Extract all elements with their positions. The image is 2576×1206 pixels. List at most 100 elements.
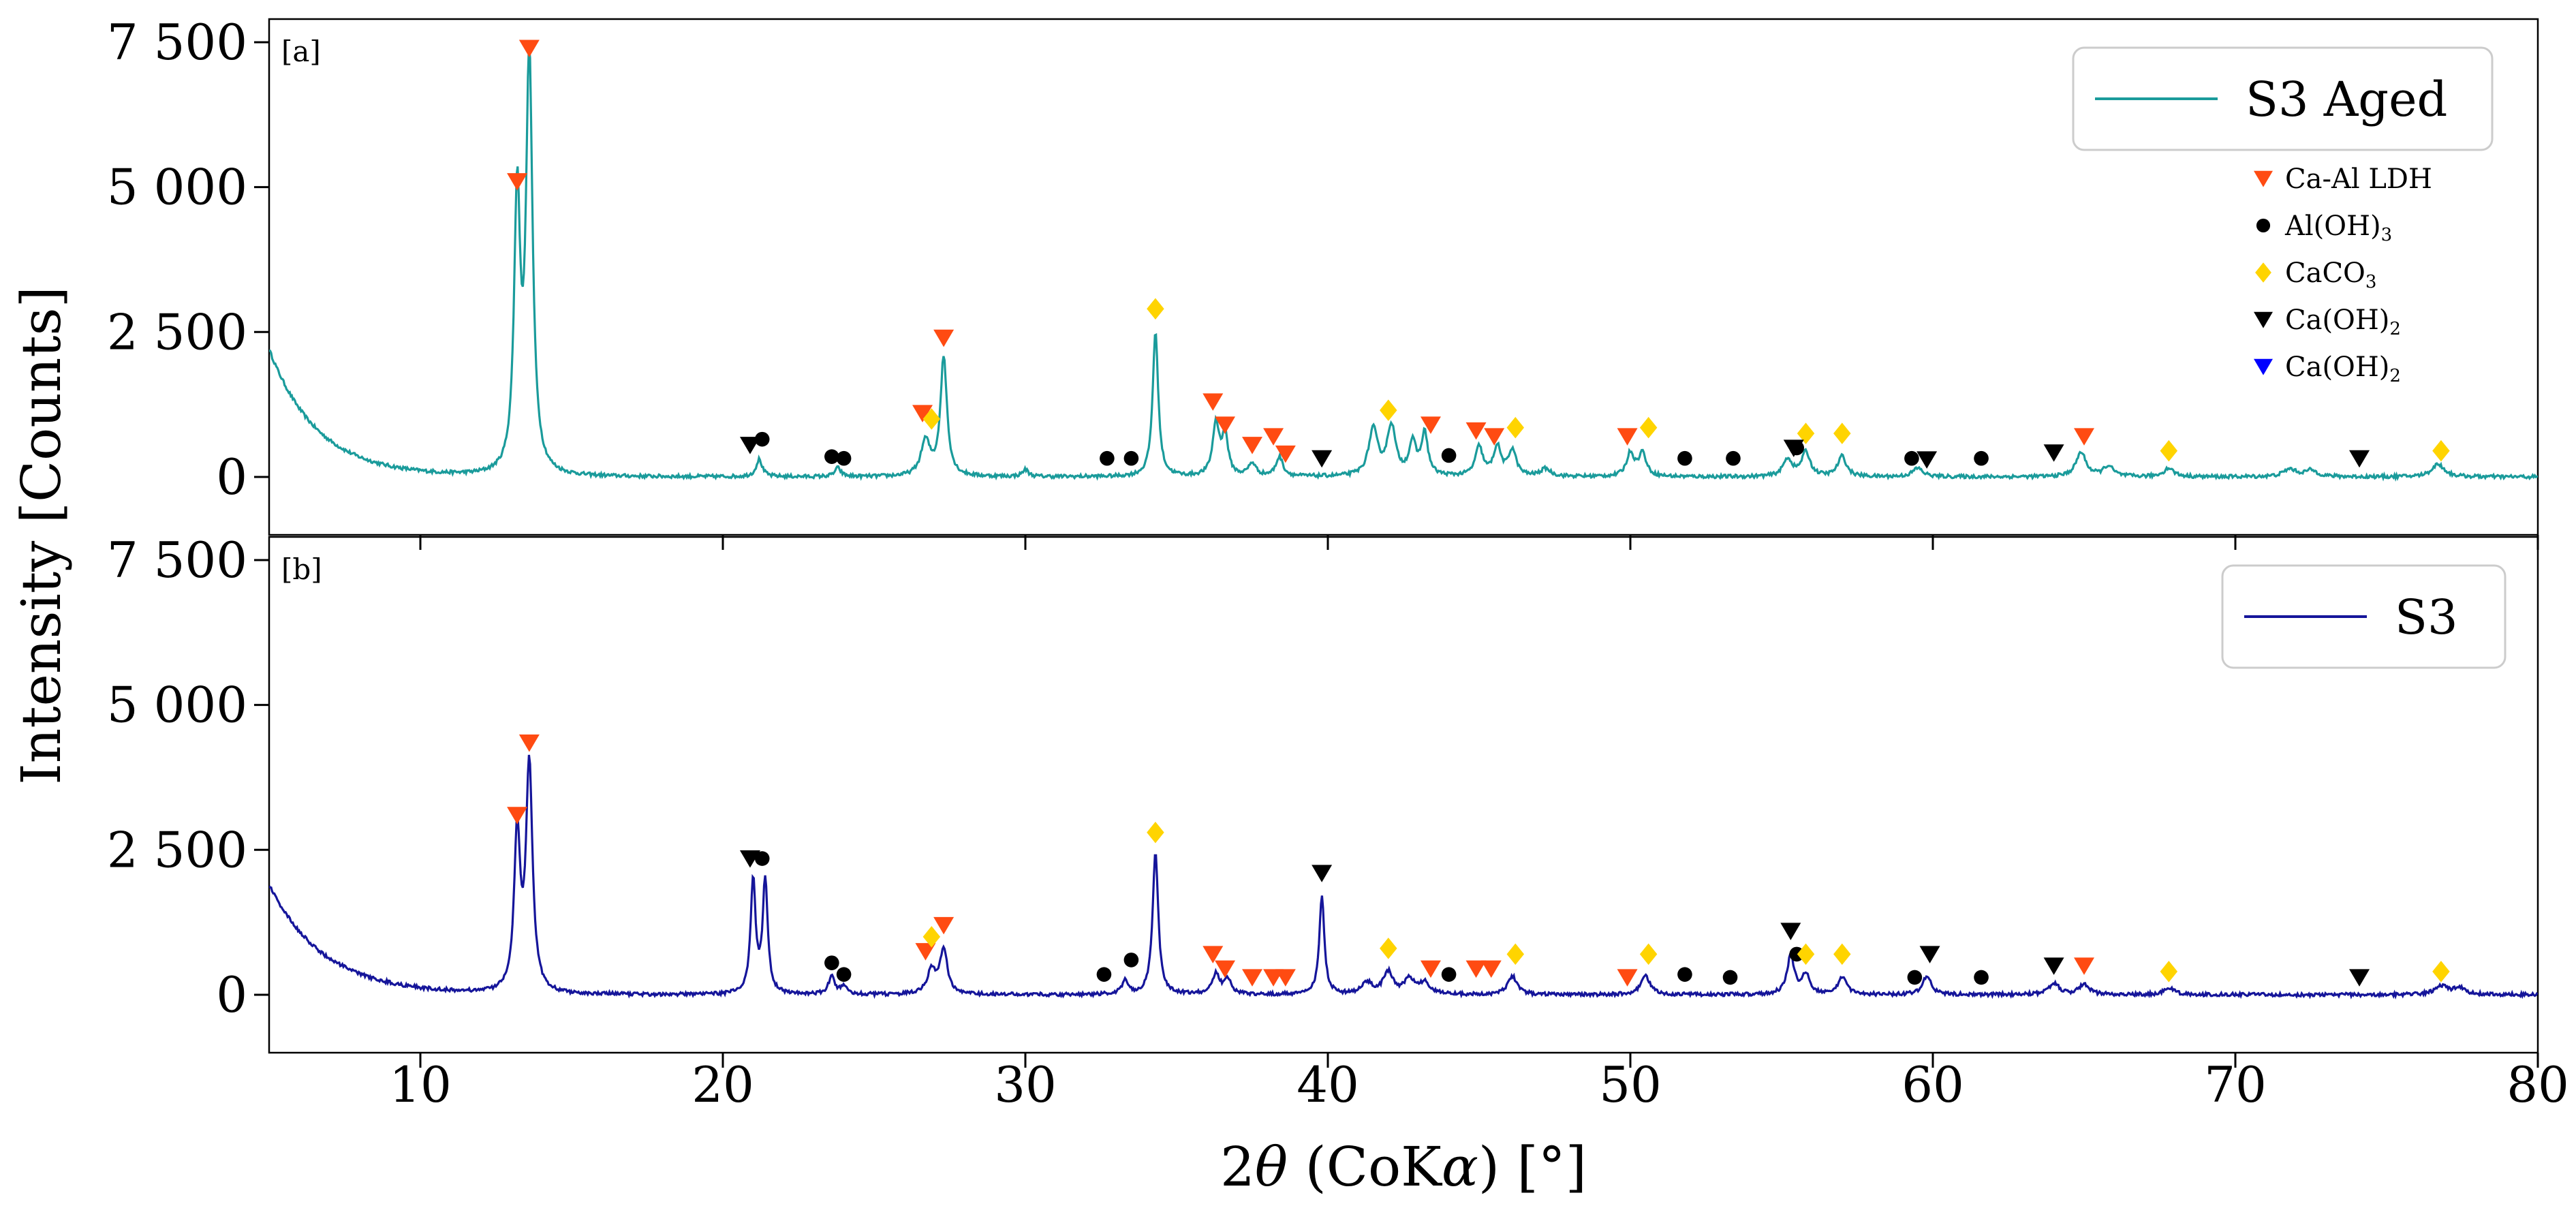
x-tick-label: 40 <box>1297 1056 1359 1113</box>
phase-marker-aloh <box>824 955 839 970</box>
legend-phase-label: CaCO3 <box>2285 258 2376 292</box>
phase-marker-ldh <box>1202 393 1224 411</box>
phase-marker-caco3 <box>1833 422 1851 444</box>
phase-marker-ldh <box>1242 969 1262 987</box>
phase-legend: Ca-Al LDH Al(OH)3 CaCO3 Ca(OH)2 Ca(OH)2 <box>2254 164 2432 386</box>
phase-marker-caco3 <box>1147 298 1164 320</box>
phase-marker-caco3 <box>2160 961 2178 983</box>
phase-marker-aloh <box>1677 450 1692 466</box>
phase-marker-ldh <box>915 943 936 961</box>
phase-marker-caoh <box>739 437 760 454</box>
legend-marker-caoh <box>2254 311 2273 328</box>
phase-marker-caco3 <box>1506 943 1525 965</box>
legend-marker-ldh <box>2254 170 2273 187</box>
x-tick-label: 60 <box>1902 1056 1964 1113</box>
phase-marker-caco3 <box>1639 943 1658 965</box>
legend-label: S3 Aged <box>2246 72 2447 127</box>
phase-marker-ldh <box>518 40 540 58</box>
y-tick-label: 0 <box>216 966 247 1023</box>
phase-marker-aloh <box>836 450 852 466</box>
phase-marker-ldh <box>1617 428 1638 446</box>
phase-marker-aloh <box>1907 970 1923 985</box>
y-axis-label: Intensity [Counts] <box>10 286 73 785</box>
phase-marker-aloh <box>754 851 770 866</box>
phase-marker-ldh <box>1215 960 1236 978</box>
phase-marker-aloh <box>824 449 839 464</box>
phase-marker-caoh <box>2349 450 2370 468</box>
phase-marker-caoh <box>739 850 760 868</box>
phase-marker-caco3 <box>1380 399 1397 421</box>
phase-marker-aloh <box>1726 450 1741 466</box>
phase-marker-ldh <box>1617 969 1638 987</box>
phase-marker-caco3 <box>1797 943 1815 965</box>
phase-marker-ldh <box>2074 957 2094 975</box>
x-tick-label: 20 <box>692 1056 754 1113</box>
phase-marker-ldh <box>1215 416 1236 434</box>
series-line-s3-aged <box>269 44 2538 482</box>
phase-marker-caco3 <box>1639 416 1658 439</box>
legend-marker-aloh <box>2256 218 2271 233</box>
phase-marker-caoh <box>1919 946 1940 963</box>
plot-frame <box>268 536 2539 1054</box>
phase-marker-caoh <box>2043 957 2064 975</box>
phase-marker-ldh <box>507 807 528 824</box>
phase-marker-ldh <box>1480 960 1502 978</box>
phase-marker-ldh <box>1465 960 1487 978</box>
x-tick-label: 70 <box>2204 1056 2267 1113</box>
phase-marker-ldh <box>1202 946 1224 963</box>
phase-marker-caco3 <box>1147 822 1164 844</box>
phase-marker-ldh <box>1263 428 1284 446</box>
phase-marker-caoh <box>1917 451 1938 469</box>
phase-marker-aloh <box>1677 967 1692 982</box>
legend-marker-caoh_blue <box>2254 358 2273 375</box>
phase-marker-ldh <box>1420 960 1441 978</box>
y-tick-label: 0 <box>216 448 247 506</box>
y-tick-label: 5 000 <box>107 677 247 734</box>
series-legend <box>2072 46 2494 151</box>
phase-marker-aloh <box>1722 970 1738 985</box>
legend-phase-label: Ca(OH)2 <box>2285 352 2401 386</box>
phase-marker-caco3 <box>1506 416 1525 439</box>
legend-phase-label: Al(OH)3 <box>2284 211 2392 245</box>
y-tick-label: 7 500 <box>107 531 247 589</box>
phase-marker-ldh <box>1484 428 1505 446</box>
phase-marker-caoh <box>2349 969 2370 987</box>
legend-phase-label: Ca-Al LDH <box>2285 164 2432 195</box>
y-tick-label: 2 500 <box>107 303 247 360</box>
x-tick-label: 10 <box>389 1056 452 1113</box>
phase-marker-aloh <box>754 431 770 447</box>
phase-marker-ldh <box>1420 416 1441 434</box>
phase-marker-caco3 <box>922 926 941 948</box>
phase-marker-ldh <box>1275 445 1296 463</box>
panel-a: 0 2 500 5 000 7 500 [a] S3 Aged Ca-Al LDH Al(OH… <box>107 14 2539 550</box>
phase-marker-ldh <box>1242 437 1262 454</box>
phase-marker-aloh <box>1100 450 1115 466</box>
legend-label: S3 <box>2395 589 2458 645</box>
series-line-s3 <box>269 754 2538 1000</box>
x-tick-label: 30 <box>994 1056 1057 1113</box>
plot-frame <box>268 18 2539 536</box>
phase-marker-aloh <box>1974 970 1989 985</box>
phase-marker-ldh <box>933 916 955 935</box>
phase-marker-ldh <box>507 173 528 191</box>
x-tick-label: 50 <box>1599 1056 1662 1113</box>
phase-marker-caoh <box>1312 450 1333 468</box>
phase-marker-caco3 <box>1833 943 1851 965</box>
phase-marker-ldh <box>2074 428 2094 446</box>
phase-marker-caoh <box>1783 439 1804 457</box>
y-tick-label: 7 500 <box>107 14 247 71</box>
legend-marker-caco3 <box>2255 262 2271 283</box>
phase-marker-aloh <box>836 967 852 982</box>
phase-marker-caco3 <box>1380 938 1397 959</box>
phase-marker-aloh <box>1123 953 1139 968</box>
phase-marker-aloh <box>1123 450 1139 466</box>
phase-marker-caco3 <box>2432 439 2450 462</box>
phase-marker-aloh <box>1096 967 1112 982</box>
x-tick-label: 80 <box>2507 1056 2569 1113</box>
legend-phase-label: Ca(OH)2 <box>2285 305 2401 339</box>
panel-tag: [b] <box>281 553 322 586</box>
x-axis-label: 2θ (CoKα) [°] <box>1220 1135 1587 1199</box>
phase-marker-caoh <box>2043 444 2064 462</box>
phase-marker-caco3 <box>2432 961 2450 983</box>
phase-marker-aloh <box>1904 450 1919 466</box>
